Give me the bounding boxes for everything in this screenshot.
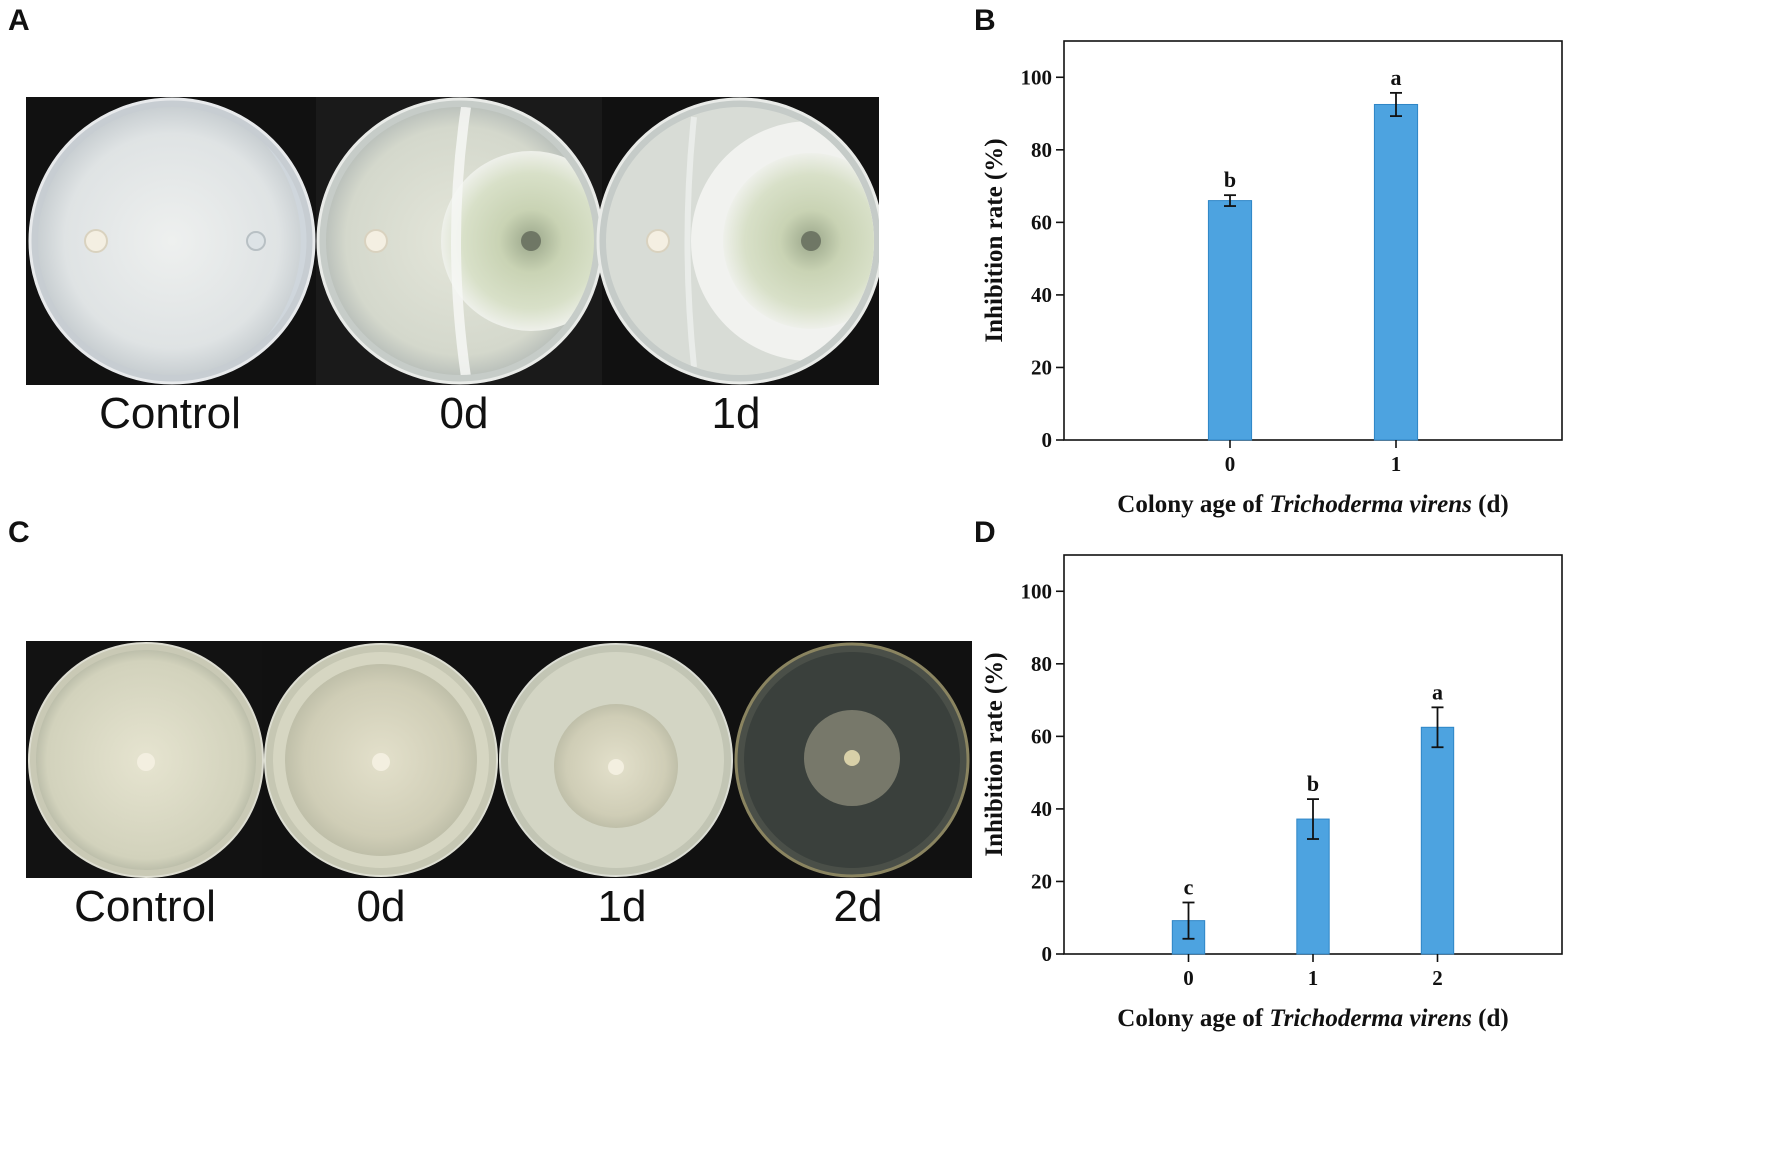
y-tick-label-d: 60 — [1031, 724, 1052, 748]
plate-caption-a-0d: 0d — [439, 389, 489, 438]
significance-letter-d-1: b — [1307, 771, 1319, 796]
error-bar-d-2 — [1431, 706, 1444, 749]
error-bar-b-1 — [1390, 91, 1402, 117]
y-axis-title-d: Inhibition rate (%) — [981, 652, 1008, 856]
y-tick-label-b: 100 — [1021, 65, 1053, 89]
x-tick-label-b: 1 — [1391, 452, 1402, 476]
y-tick-label-b: 80 — [1031, 138, 1052, 162]
bar-d-2 — [1420, 726, 1455, 955]
error-bar-b-0 — [1224, 194, 1236, 207]
plate-caption-c-2d: 2d — [833, 882, 883, 931]
bar-d-1 — [1296, 818, 1330, 955]
plate-photos-c — [26, 641, 970, 878]
plate-photo-strip-c — [26, 641, 972, 878]
y-tick-label-b: 20 — [1031, 355, 1052, 379]
panel-letter-a: A — [8, 4, 30, 37]
y-axis-title-b: Inhibition rate (%) — [981, 138, 1008, 342]
y-tick-label-b: 0 — [1042, 428, 1053, 452]
panel-letter-b: B — [974, 4, 996, 37]
y-tick-label-d: 20 — [1031, 869, 1052, 893]
plate-c-0d — [264, 643, 498, 877]
plate-caption-c-1d: 1d — [597, 882, 647, 931]
x-tick-label-d: 2 — [1432, 966, 1443, 990]
y-tick-label-d: 40 — [1031, 797, 1052, 821]
plate-caption-c-control: Control — [74, 882, 216, 931]
error-bar-d-0 — [1182, 901, 1195, 940]
panel-letter-c: C — [8, 516, 30, 549]
plate-c-2d — [734, 642, 970, 878]
plate-caption-c-0d: 0d — [356, 882, 406, 931]
y-tick-label-d: 0 — [1042, 942, 1053, 966]
x-axis-title-b: Colony age of Trichoderma virens (d) — [1117, 491, 1508, 518]
plate-c-1d — [499, 643, 733, 877]
plate-caption-a-1d: 1d — [711, 389, 761, 438]
plate-caption-a-control: Control — [99, 389, 241, 438]
plate-a-control — [28, 97, 316, 385]
bar-b-0 — [1207, 200, 1253, 441]
plate-photos-a — [28, 97, 879, 385]
x-axis-title-d: Colony age of Trichoderma virens (d) — [1117, 1005, 1508, 1032]
significance-letter-b-0: b — [1224, 167, 1236, 192]
x-tick-label-d: 0 — [1183, 966, 1194, 990]
plate-photo-strip-a — [26, 97, 879, 385]
significance-letter-b-1: a — [1391, 65, 1402, 90]
significance-letter-d-2: a — [1432, 679, 1443, 704]
y-tick-label-d: 100 — [1021, 579, 1053, 603]
x-tick-label-d: 1 — [1308, 966, 1319, 990]
panel-letter-d: D — [974, 516, 996, 549]
y-tick-label-b: 40 — [1031, 283, 1052, 307]
y-tick-label-b: 60 — [1031, 210, 1052, 234]
significance-letter-d-0: c — [1184, 874, 1194, 899]
x-tick-label-b: 0 — [1225, 452, 1236, 476]
y-tick-label-d: 80 — [1031, 652, 1052, 676]
error-bar-d-1 — [1307, 798, 1319, 840]
plot-frame-b — [1063, 40, 1563, 441]
plate-a-0d — [316, 97, 604, 385]
plate-c-control — [26, 641, 264, 878]
